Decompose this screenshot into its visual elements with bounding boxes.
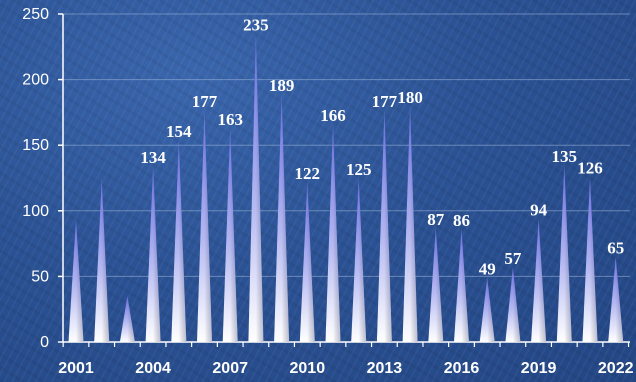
- x-tick-label-2022: 2022: [598, 360, 634, 377]
- spike-shade-2018: [505, 267, 521, 342]
- spike-shade-2016: [454, 229, 469, 342]
- data-label-2009: 189: [269, 76, 295, 95]
- spike-shade-2019: [531, 218, 547, 342]
- spike-shade-2012: [351, 178, 367, 342]
- spike-shade-2014: [402, 105, 418, 342]
- spike-shade-2007: [222, 128, 238, 342]
- data-label-2022: 65: [607, 239, 624, 258]
- spike-shade-2008: [248, 33, 264, 343]
- data-label-2021: 126: [577, 159, 603, 178]
- spike-shade-2011: [325, 124, 341, 342]
- data-label-2010: 122: [295, 164, 321, 183]
- x-tick-label-2001: 2001: [58, 360, 94, 377]
- data-label-2008: 235: [243, 16, 269, 35]
- y-axis-tick-labels: 0 50 100 150 200 250: [22, 6, 49, 351]
- data-label-2020: 135: [552, 147, 578, 166]
- spike-shade-2002: [94, 178, 110, 342]
- data-label-2017: 49: [479, 260, 496, 279]
- axes: [58, 13, 630, 347]
- data-label-2014: 180: [397, 88, 423, 107]
- x-tick-label-2004: 2004: [135, 360, 171, 377]
- data-label-2019: 94: [530, 201, 548, 220]
- data-label-2012: 125: [346, 160, 372, 179]
- spike-shade-2021: [582, 176, 598, 342]
- y-tick-label-50: 50: [31, 268, 49, 285]
- x-tick-label-2007: 2007: [212, 360, 248, 377]
- y-tick-label-150: 150: [22, 137, 49, 154]
- data-label-2006: 177: [192, 92, 218, 111]
- data-label-2011: 166: [320, 106, 346, 125]
- data-label-2013: 177: [372, 92, 398, 111]
- y-tick-label-250: 250: [22, 6, 49, 23]
- x-tick-label-2010: 2010: [290, 360, 326, 377]
- spike-shade-2006: [197, 109, 212, 342]
- spike-shade-2005: [171, 139, 187, 342]
- spike-shade-2003: [119, 296, 135, 342]
- y-tick-label-200: 200: [22, 72, 49, 89]
- spike-shade-2017: [479, 277, 495, 342]
- spike-shade-2022: [608, 256, 624, 342]
- x-tick-label-2013: 2013: [367, 360, 403, 377]
- spike-shade-2015: [428, 227, 444, 342]
- spike-shade-2001: [68, 218, 84, 342]
- spike-shade-2009: [274, 94, 290, 342]
- spike-shade-2013: [376, 109, 392, 342]
- x-tick-label-2016: 2016: [444, 360, 480, 377]
- spike-shade-2004: [145, 166, 161, 342]
- gridlines: [63, 13, 630, 277]
- data-label-2007: 163: [217, 110, 243, 129]
- spike-shade-2010: [299, 181, 315, 342]
- data-label-2018: 57: [504, 249, 522, 268]
- y-tick-label-0: 0: [40, 334, 49, 351]
- data-label-2016: 86: [453, 211, 470, 230]
- x-tick-label-2019: 2019: [521, 360, 557, 377]
- data-label-2005: 154: [166, 122, 192, 141]
- data-label-2004: 134: [140, 148, 166, 167]
- y-tick-label-100: 100: [22, 203, 49, 220]
- data-label-2015: 87: [427, 210, 445, 229]
- spike-shade-2020: [556, 164, 572, 342]
- spike-series: [68, 33, 624, 343]
- x-axis-tick-labels: 2001 2004 2007 2010 2013 2016 2019 2022: [58, 360, 633, 377]
